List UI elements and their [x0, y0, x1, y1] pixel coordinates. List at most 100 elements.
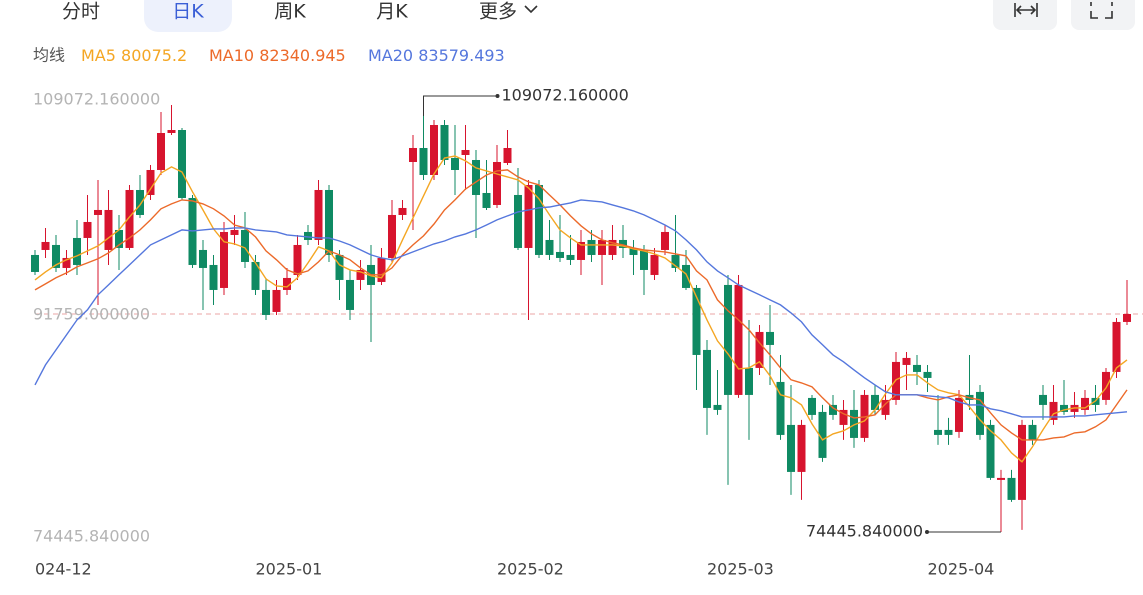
candle-body [1060, 404, 1068, 412]
candle-body [745, 367, 753, 395]
candle-body [514, 194, 522, 248]
candle-body [913, 364, 921, 372]
legend-value: 80075.2 [121, 46, 187, 65]
tab[interactable]: 月K [376, 1, 408, 23]
x-tick-label: 024-12 [35, 560, 92, 579]
candle-body [713, 404, 722, 410]
candle-body [787, 424, 795, 472]
candle-body [839, 409, 848, 425]
candle-body [293, 244, 302, 275]
candle-body [146, 169, 155, 195]
candle-body [766, 331, 774, 345]
ma-line [34, 155, 1128, 463]
candle-body [1028, 424, 1037, 440]
tab[interactable]: 分时 [62, 1, 100, 23]
candle-body [755, 331, 764, 368]
y-tick-label: 109072.160000 [33, 90, 160, 109]
candle-body [178, 129, 186, 198]
candle-body [136, 189, 144, 215]
candle-body [640, 249, 648, 270]
legend-value: 82340.945 [259, 46, 346, 65]
chevron-icon [524, 5, 538, 14]
tab[interactable]: 周K [274, 1, 306, 23]
candle-body [1049, 401, 1058, 420]
candle-body [346, 279, 354, 310]
candle-body [703, 349, 711, 408]
candle-body [661, 231, 669, 250]
fit-button[interactable] [993, 0, 1057, 30]
candle-body [976, 391, 984, 435]
candle-body [1081, 397, 1089, 410]
candle-body [493, 161, 501, 205]
candle-body [325, 189, 333, 255]
candle-body [83, 221, 92, 238]
legend: 均线 MA5 80075.2 MA10 82340.945 MA20 83579… [33, 46, 505, 65]
candle-body [335, 254, 344, 280]
annotation-label: 74445.840000 [806, 522, 923, 541]
candle-body [104, 209, 113, 250]
candle-body [671, 254, 680, 268]
candle-body [1112, 321, 1121, 372]
candle-body [829, 404, 837, 415]
candle-body [724, 284, 732, 395]
candle-body [682, 264, 690, 288]
candle-body [31, 254, 39, 272]
candle-body [272, 289, 281, 312]
candle-body [944, 429, 953, 435]
ma-line [34, 199, 1128, 418]
candle-body [461, 149, 470, 155]
tab[interactable]: 日K [172, 1, 204, 23]
legend-name: MA20 [368, 46, 413, 65]
candle-body [650, 254, 659, 275]
x-tick-label: 2025-02 [497, 560, 564, 579]
candle-body [692, 287, 701, 355]
candle-body [1123, 314, 1131, 322]
candle-body [62, 257, 71, 268]
legend-title: 均线 [33, 46, 65, 65]
candle-body [430, 125, 438, 175]
candle-body [472, 159, 480, 195]
candle-body [304, 231, 312, 240]
candle-body [440, 125, 449, 160]
candle-body [482, 192, 491, 208]
candle-body [734, 284, 743, 395]
candle-body [955, 397, 963, 432]
candle-body [199, 249, 207, 268]
candle-body [94, 209, 102, 215]
candle-body [409, 147, 417, 162]
legend-entry: MA20 83579.493 [368, 46, 505, 65]
last-price-label: 91759.000000 [33, 305, 150, 324]
candle-body [314, 189, 323, 240]
candle-body [997, 477, 1005, 480]
candle-body [818, 411, 827, 458]
x-tick-label: 2025-01 [256, 560, 323, 579]
fullscreen-icon [1090, 2, 1113, 19]
annotation-leader [423, 95, 498, 116]
candle-body [619, 239, 627, 248]
candle-body [283, 277, 291, 290]
candle-body [535, 184, 543, 255]
candle-body [629, 247, 638, 255]
candle-body [73, 237, 81, 265]
legend-entry: MA5 80075.2 [81, 46, 187, 65]
tab[interactable]: 更多 [479, 1, 517, 23]
tab-bar: 分时 日K 周K 月K 更多 [62, 0, 1135, 32]
legend-value: 83579.493 [418, 46, 505, 65]
plot-area: 109072.160000 74445.840000 91759.000000 024… [31, 86, 1143, 579]
candle-body [251, 261, 260, 290]
candle-body [209, 264, 218, 290]
fullscreen-button[interactable] [1071, 0, 1135, 30]
candle-body [923, 371, 932, 378]
candle-body [230, 229, 239, 235]
candle-body [41, 241, 50, 250]
candle-body [608, 239, 617, 255]
candle-body [388, 214, 396, 258]
candle-body [1039, 394, 1047, 405]
candle-body [797, 424, 806, 472]
candle-body [125, 189, 134, 248]
legend-name: MA5 [81, 46, 116, 65]
legend-name: MA10 [209, 46, 254, 65]
active-tab-bg [144, 0, 232, 32]
candle-body [115, 229, 123, 248]
